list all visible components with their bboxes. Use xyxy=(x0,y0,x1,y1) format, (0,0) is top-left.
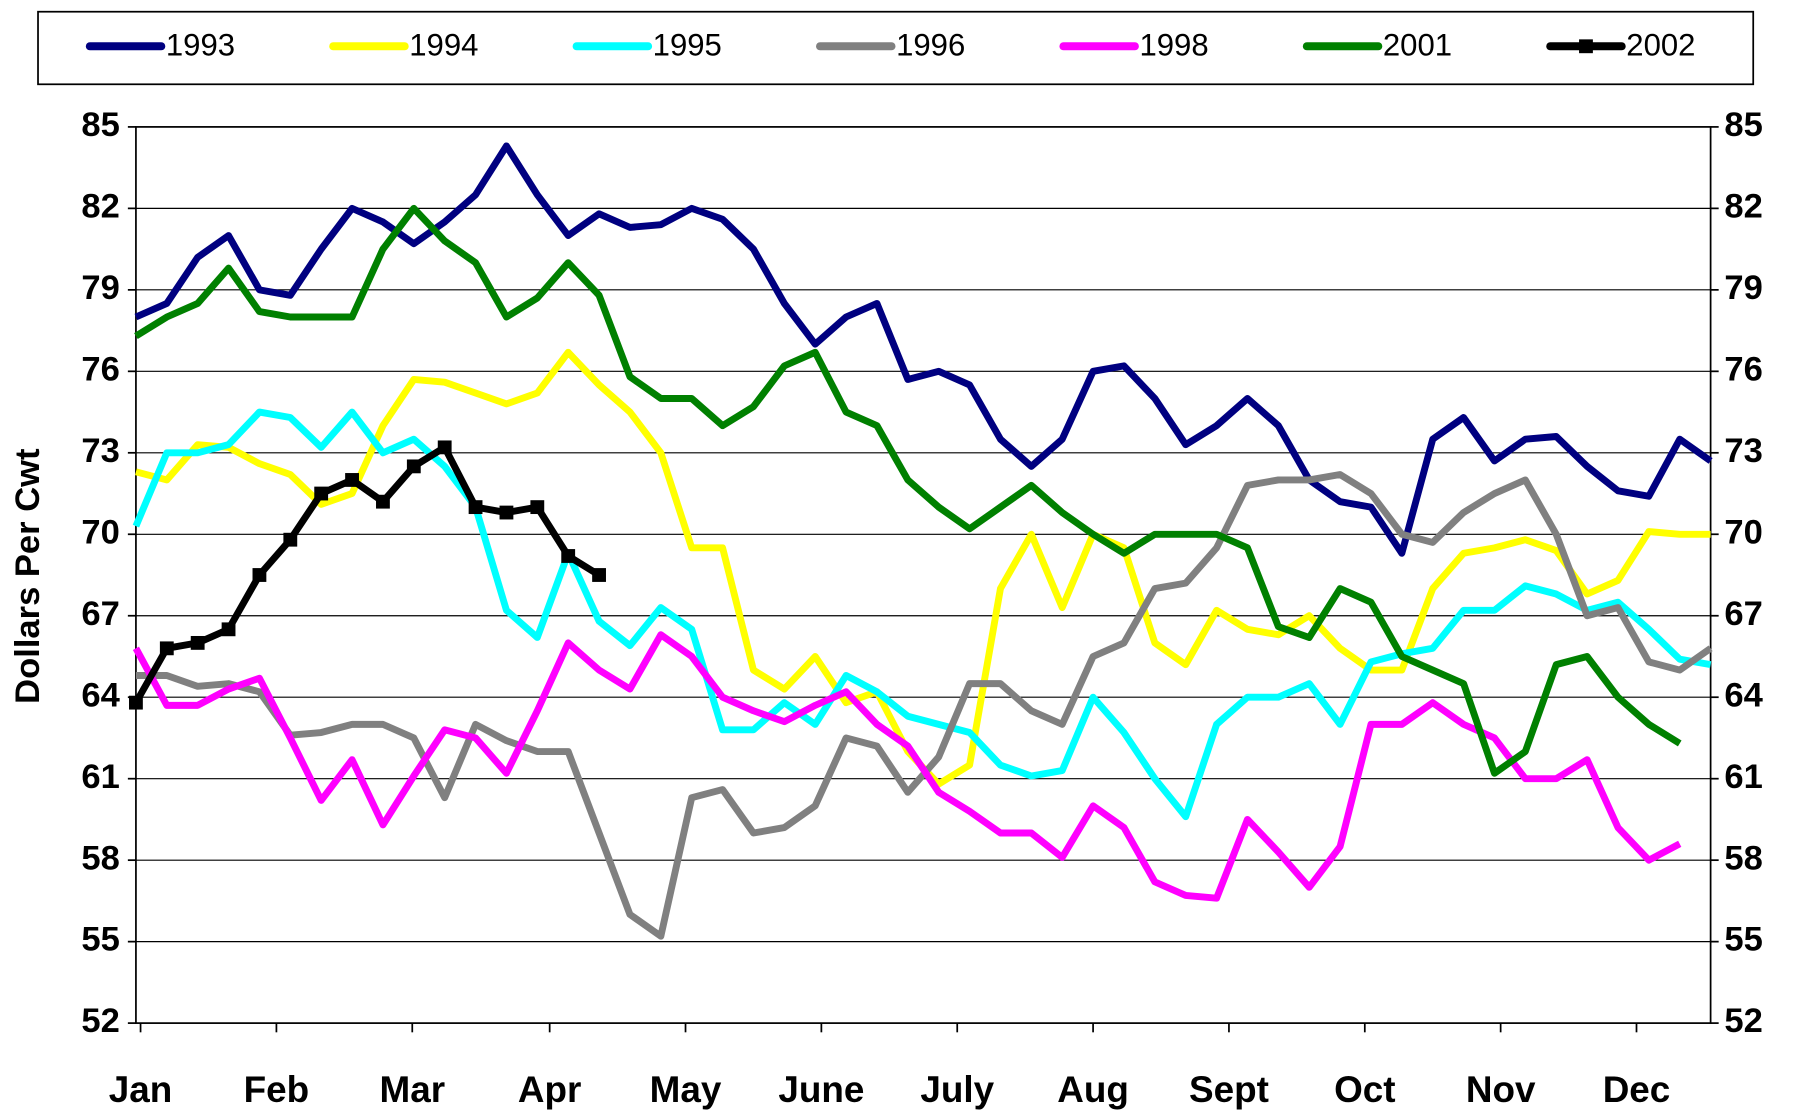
point-marker xyxy=(252,568,267,582)
y-tick-label: 58 xyxy=(81,839,119,877)
x-tick-label: Jan xyxy=(109,1069,173,1110)
y2-tick-label: 52 xyxy=(1724,1002,1762,1040)
x-tick-label: May xyxy=(650,1069,722,1110)
point-marker xyxy=(159,641,174,656)
legend-marker xyxy=(1579,39,1593,54)
y-tick-label: 52 xyxy=(81,1002,119,1040)
x-tick-label: Nov xyxy=(1466,1069,1536,1110)
y2-tick-label: 67 xyxy=(1724,595,1762,633)
y2-tick-label: 82 xyxy=(1724,188,1762,226)
y2-tick-label: 64 xyxy=(1724,676,1763,714)
point-marker xyxy=(283,532,298,547)
point-marker xyxy=(129,695,143,710)
y-axis-label: Dollars Per Cwt xyxy=(9,448,47,704)
x-tick-label: July xyxy=(920,1069,994,1110)
legend-label: 1998 xyxy=(1139,28,1208,63)
x-tick-label: Dec xyxy=(1603,1069,1671,1110)
y-tick-label: 67 xyxy=(81,595,119,633)
series-line xyxy=(132,443,601,705)
point-marker xyxy=(221,622,236,637)
point-marker xyxy=(345,473,359,487)
x-tick-label: Aug xyxy=(1057,1069,1129,1110)
legend-label: 2002 xyxy=(1626,28,1695,63)
y2-tick-label: 70 xyxy=(1724,513,1762,551)
y-tick-label: 61 xyxy=(81,758,119,796)
y2-tick-label: 79 xyxy=(1724,269,1762,307)
y2-tick-label: 58 xyxy=(1724,839,1762,877)
y-tick-label: 70 xyxy=(81,513,119,551)
legend-label: 1994 xyxy=(409,28,478,63)
point-marker xyxy=(190,635,205,650)
y-tick-label: 73 xyxy=(81,432,119,470)
y2-tick-label: 85 xyxy=(1724,106,1762,144)
point-marker xyxy=(406,459,421,474)
x-tick-label: Sept xyxy=(1189,1069,1269,1110)
legend-box xyxy=(37,10,1755,86)
point-marker xyxy=(561,549,576,563)
point-marker xyxy=(314,486,329,501)
legend-label: 1996 xyxy=(896,28,965,63)
point-marker xyxy=(468,500,483,515)
x-tick-label: Oct xyxy=(1334,1069,1395,1110)
point-marker xyxy=(499,505,514,520)
y-tick-label: 85 xyxy=(81,106,119,144)
y2-tick-label: 76 xyxy=(1724,350,1762,388)
series-line xyxy=(132,631,1682,902)
x-tick-label: Apr xyxy=(518,1069,581,1110)
series-line xyxy=(134,204,1682,777)
x-tick-label: Mar xyxy=(379,1069,445,1110)
legend-label: 1995 xyxy=(653,28,722,63)
y-tick-label: 55 xyxy=(81,921,119,959)
y-tick-label: 64 xyxy=(81,676,120,714)
y-tick-label: 79 xyxy=(81,269,119,307)
y2-tick-label: 55 xyxy=(1724,921,1762,959)
series-line xyxy=(132,408,1712,821)
point-marker xyxy=(592,568,606,582)
point-marker xyxy=(437,440,452,455)
legend-label: 1993 xyxy=(166,28,235,63)
y-tick-label: 82 xyxy=(81,188,119,226)
y-tick-label: 76 xyxy=(81,350,119,388)
x-tick-label: June xyxy=(778,1069,864,1110)
x-tick-label: Feb xyxy=(244,1069,310,1110)
point-marker xyxy=(530,500,545,515)
y2-tick-label: 61 xyxy=(1724,758,1762,796)
legend-label: 2001 xyxy=(1383,28,1452,63)
plot-area xyxy=(135,126,1712,1024)
point-marker xyxy=(376,494,390,509)
y2-tick-label: 73 xyxy=(1724,432,1762,470)
